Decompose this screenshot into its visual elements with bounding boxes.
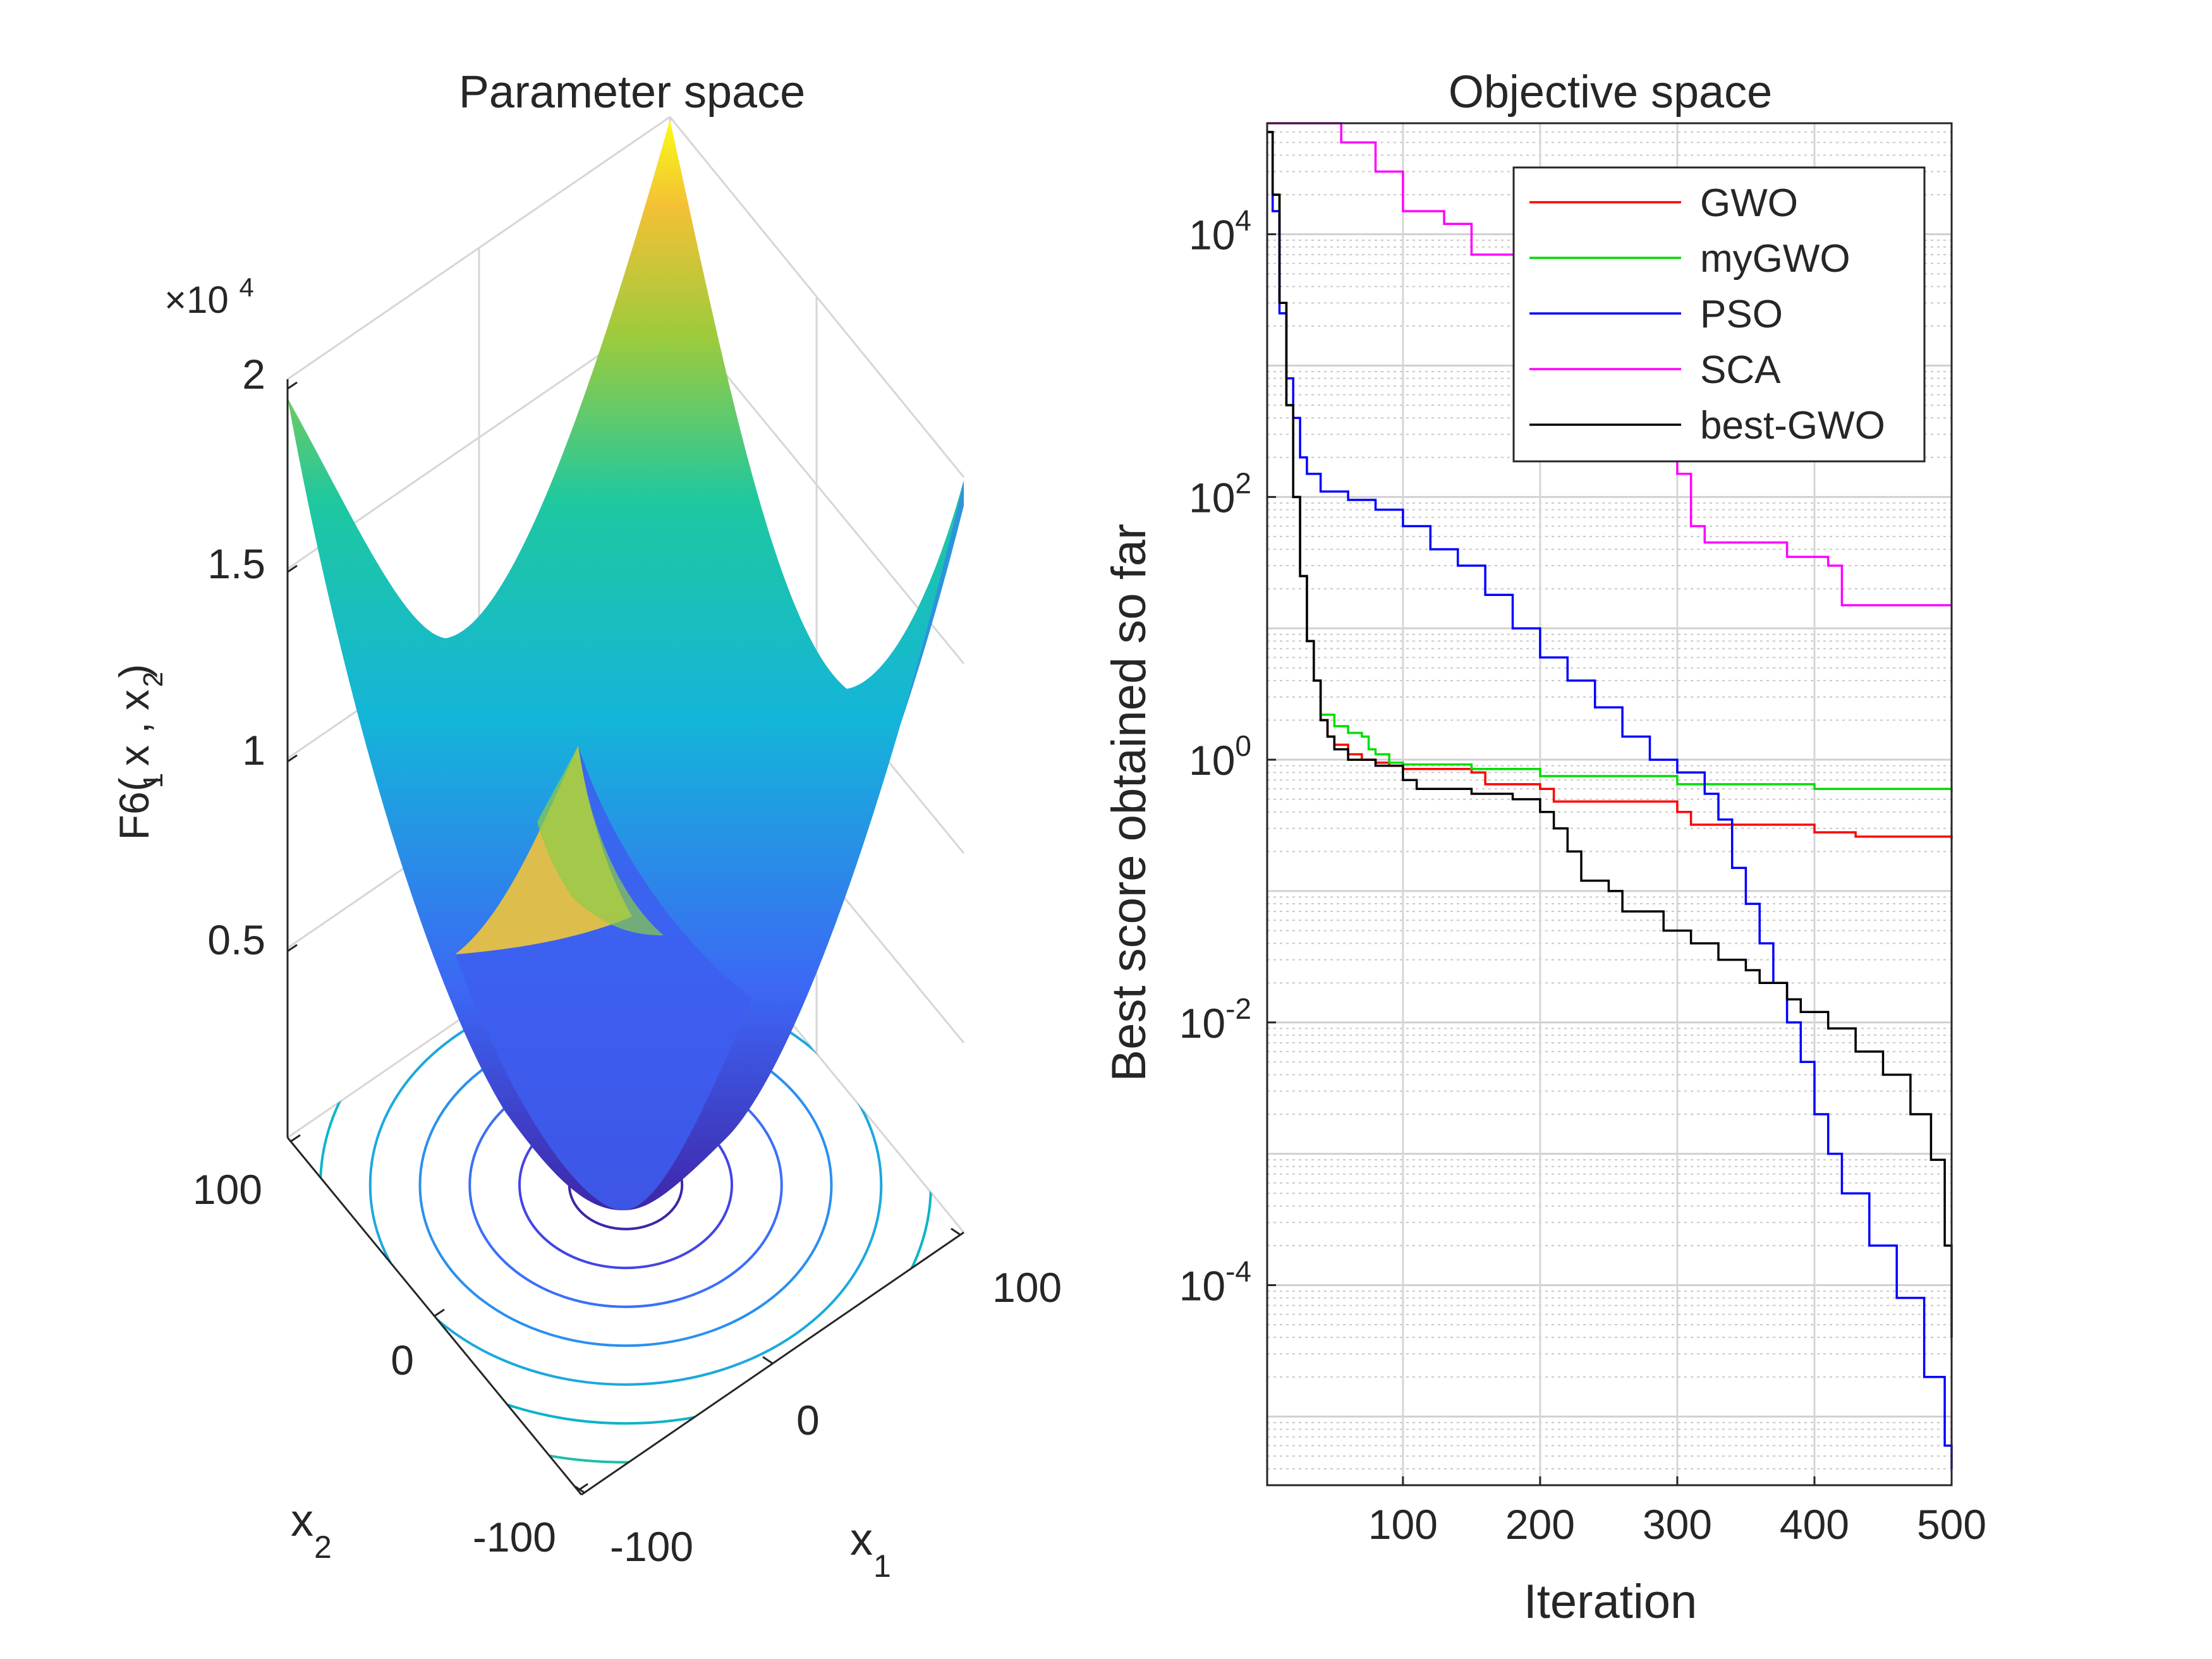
svg-text:2: 2 bbox=[314, 1529, 332, 1565]
line-chart-title: Objective space bbox=[1449, 67, 1772, 118]
x2-tick-label: -100 bbox=[473, 1514, 556, 1560]
legend-entry: myGWO bbox=[1529, 237, 1850, 281]
z-axis-label-text: F6( x , x ) bbox=[111, 664, 157, 841]
legend: GWO myGWO PSO SCA best-GWO bbox=[1512, 166, 1926, 463]
svg-text:x: x bbox=[850, 1514, 873, 1565]
svg-text:F6( x , x ): F6( x , x ) bbox=[111, 664, 157, 841]
series-line-best-gwo bbox=[1267, 131, 1953, 1338]
y-tick-label: 102 bbox=[1189, 466, 1251, 521]
x-axis-label: Iteration bbox=[1524, 1575, 1698, 1629]
y-ticks: 104 102 100 10-2 10-4 bbox=[1179, 204, 1276, 1309]
y-tick-label: 104 bbox=[1189, 204, 1251, 258]
legend-label: PSO bbox=[1700, 293, 1783, 336]
series-line-pso bbox=[1267, 131, 1953, 1469]
legend-entry: best-GWO bbox=[1529, 404, 1885, 447]
z-tick-label: 1 bbox=[242, 727, 265, 774]
z-tick-label: 1.5 bbox=[207, 540, 265, 587]
y-tick-label: 10-2 bbox=[1179, 992, 1251, 1047]
z-axis-label-sub2: 2 bbox=[138, 672, 169, 687]
x1-tick-label: 0 bbox=[796, 1397, 820, 1443]
z-exponent-power: 4 bbox=[239, 272, 253, 302]
x-tick-label: 300 bbox=[1643, 1501, 1712, 1548]
z-tick-label: 2 bbox=[242, 351, 265, 398]
x2-axis-label: x 2 bbox=[291, 1495, 332, 1565]
x-tick-label: 100 bbox=[1368, 1501, 1438, 1548]
z-tick-label: 0.5 bbox=[207, 916, 265, 963]
x1-axis-label: x 1 bbox=[850, 1514, 891, 1584]
legend-label: GWO bbox=[1700, 181, 1798, 225]
z-exponent-prefix: ×10 bbox=[164, 279, 229, 321]
y-tick-label: 10-4 bbox=[1179, 1255, 1251, 1309]
svg-text:1: 1 bbox=[873, 1548, 891, 1584]
x-ticks: 100 200 300 400 500 bbox=[1368, 1476, 1986, 1548]
plot-area-border bbox=[1266, 122, 1953, 1486]
x-tick-label: 500 bbox=[1917, 1501, 1986, 1548]
surface-mesh bbox=[288, 120, 964, 1210]
x2-tick-label: 0 bbox=[391, 1337, 414, 1383]
legend-label: myGWO bbox=[1700, 237, 1850, 281]
convergence-plot: Objective space 100 200 300 400 500 10410210… bbox=[1102, 67, 1986, 1629]
series-layer bbox=[1267, 122, 1953, 1469]
x-tick-label: 200 bbox=[1505, 1501, 1575, 1548]
legend-label: SCA bbox=[1700, 348, 1781, 392]
x2-tick-label: 100 bbox=[193, 1166, 262, 1213]
x1-tick-label: 100 bbox=[992, 1264, 1062, 1311]
legend-entry: SCA bbox=[1529, 348, 1781, 392]
legend-entry: PSO bbox=[1529, 293, 1783, 336]
x-tick-label: 400 bbox=[1780, 1501, 1849, 1548]
z-exponent: ×10 4 bbox=[164, 272, 254, 321]
legend-entry: GWO bbox=[1529, 181, 1798, 225]
surface-plot: Parameter space ×10 4 F6( x , x ) 1 2 bbox=[111, 67, 1062, 1584]
svg-text:x: x bbox=[291, 1495, 313, 1546]
svg-text:×10 4: ×10 4 bbox=[164, 272, 254, 321]
x1-tick-label: -100 bbox=[610, 1523, 693, 1570]
y-axis-label: Best score obtained so far bbox=[1102, 524, 1156, 1082]
z-axis-label-sub1: 1 bbox=[138, 773, 169, 788]
y-tick-label: 100 bbox=[1189, 729, 1251, 784]
z-axis-label: F6( x , x ) 1 2 bbox=[111, 664, 169, 841]
surface-title: Parameter space bbox=[459, 67, 805, 118]
legend-label: best-GWO bbox=[1700, 404, 1885, 447]
